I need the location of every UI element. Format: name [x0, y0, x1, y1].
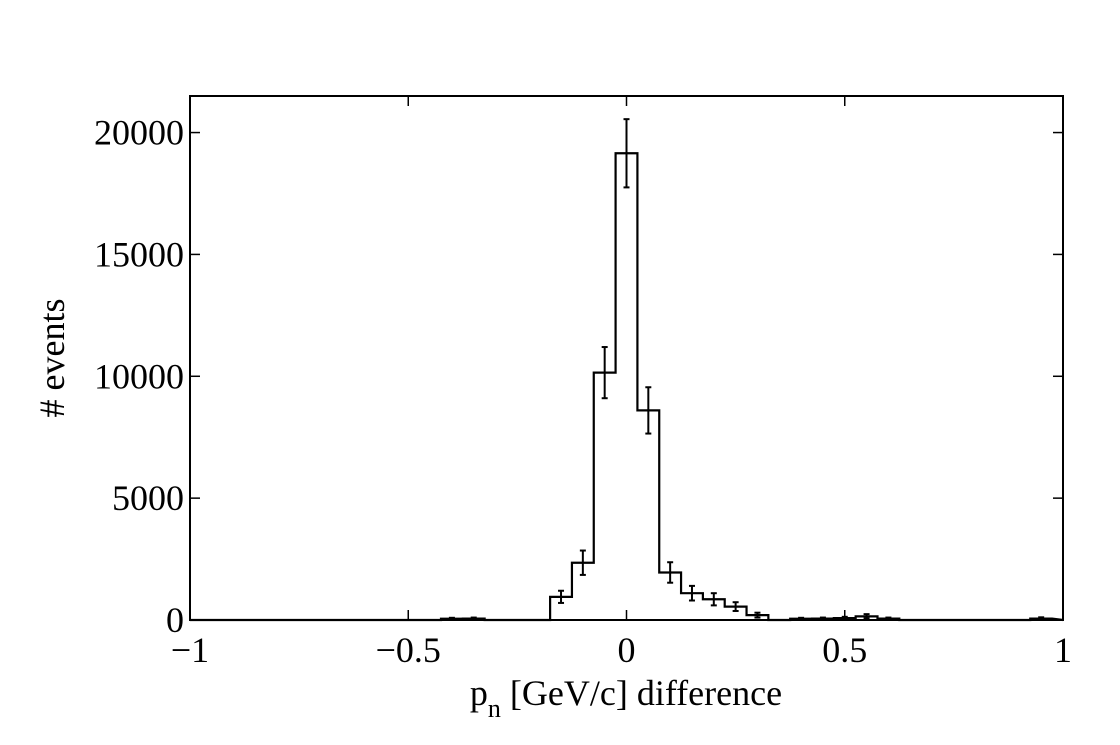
error-bar: [710, 592, 717, 607]
x-axis-label: pn [GeV/c] difference: [470, 673, 782, 723]
error-bar: [601, 346, 608, 400]
error-bar: [798, 616, 805, 621]
y-tick-label: 20000: [94, 113, 184, 153]
error-bar: [645, 386, 652, 435]
error-bar: [819, 616, 826, 621]
x-tick-label: −1: [171, 630, 209, 670]
y-axis-label: # events: [32, 299, 72, 418]
error-bar: [732, 601, 739, 612]
y-tick-label: 5000: [112, 478, 184, 518]
y-tick-label: 10000: [94, 356, 184, 396]
error-bar: [667, 561, 674, 584]
error-bar: [863, 613, 870, 620]
error-bar: [754, 611, 761, 619]
x-tick-label: −0.5: [376, 630, 441, 670]
error-bar: [558, 589, 565, 604]
error-bar: [1038, 616, 1045, 621]
y-tick-label: 0: [166, 600, 184, 640]
x-tick-label: 0: [618, 630, 636, 670]
error-bar: [579, 549, 586, 576]
x-tick-label: 0.5: [822, 630, 867, 670]
error-bar: [885, 616, 892, 621]
x-tick-label: 1: [1054, 630, 1072, 670]
x-axis-ticks: −1 −0.5 0 0.5 1: [171, 96, 1072, 670]
y-axis-ticks: 0 5000 10000 15000 20000: [94, 113, 1063, 640]
error-bar: [688, 584, 695, 602]
error-bars: [448, 118, 1045, 621]
histogram-outline: [190, 152, 1064, 622]
y-tick-label: 15000: [94, 234, 184, 274]
error-bar: [470, 616, 477, 621]
error-bar: [623, 118, 630, 189]
error-bar: [841, 615, 848, 621]
error-bar: [448, 616, 455, 621]
